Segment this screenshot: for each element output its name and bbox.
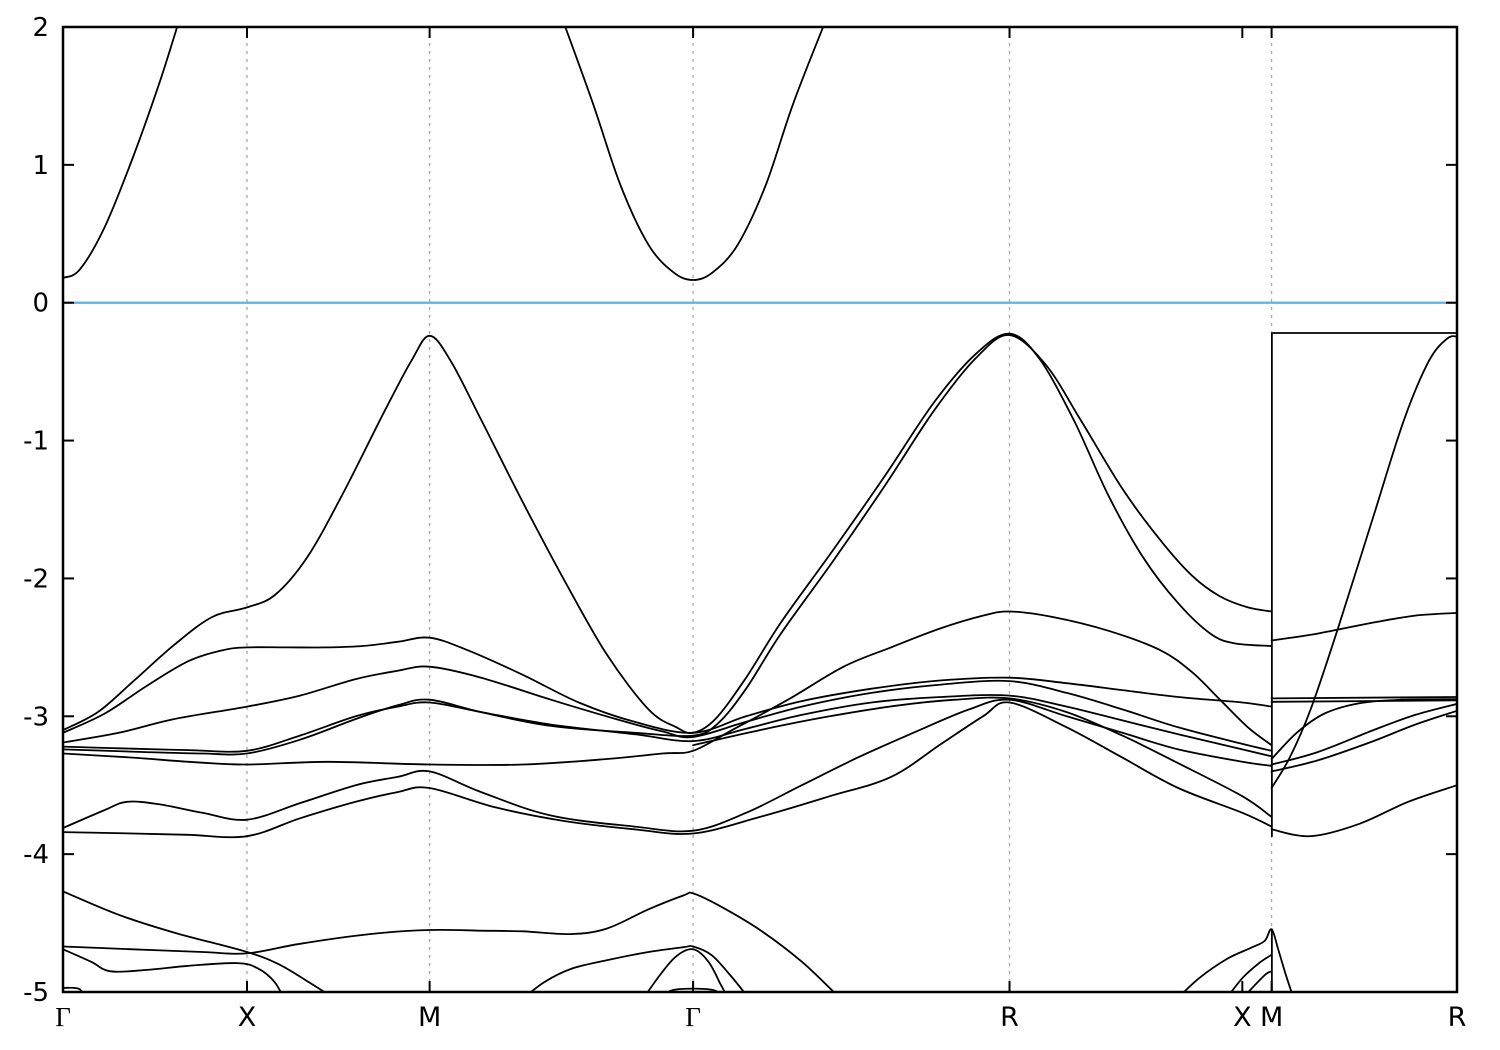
band-curve-valence-5 <box>63 694 1273 758</box>
band-curve-valence-6 <box>692 696 1273 818</box>
plot-border <box>61 25 1459 994</box>
band-curve-valence-3 <box>63 636 1273 734</box>
band-curve-valence-7-hump <box>63 610 1273 766</box>
y-tick-label: -4 <box>23 840 49 870</box>
y-tick-label: -3 <box>23 702 49 732</box>
band-curve-valence-9 <box>63 701 1273 839</box>
y-tick-label: 1 <box>32 151 49 181</box>
x-tick-label: M <box>1260 1002 1283 1033</box>
band-curve-mr-join <box>1270 698 1457 760</box>
band-curve-mr-low <box>1270 784 1457 838</box>
band-curve-valence-8 <box>63 698 1273 833</box>
y-tick-label: -5 <box>23 978 49 1008</box>
band-curve-valence-1 <box>63 332 1273 735</box>
band-curve-mr-flat-mid-b <box>1270 699 1457 703</box>
band-curve-deep-7a <box>1182 928 1293 992</box>
x-tick-label: Γ <box>55 1002 71 1032</box>
band-curve-conduction-gamma1 <box>63 27 179 279</box>
band-curve-deep-7b <box>1230 953 1273 992</box>
band-curve-conduction-gamma2 <box>564 27 825 281</box>
y-tick-label: 2 <box>32 13 49 43</box>
x-tick-label: M <box>418 1002 441 1033</box>
band-curves <box>63 27 1457 992</box>
y-tick-label: -2 <box>23 564 49 594</box>
band-curve-mr-upper <box>1270 612 1457 642</box>
band-curve-deep-4-stub <box>63 986 84 992</box>
band-curve-deep-7c <box>1247 970 1273 992</box>
band-curve-mr-flat-mid-a <box>1270 696 1457 700</box>
band-curve-deep-5a <box>529 945 746 992</box>
band-curve-valence-2 <box>63 334 1273 756</box>
x-tick-label: X <box>1233 1002 1252 1033</box>
x-tick-label: R <box>1448 1002 1467 1033</box>
y-tick-label: 0 <box>32 289 49 319</box>
band-curve-deep-5b <box>646 948 726 992</box>
band-curve-deep-1 <box>63 890 327 992</box>
y-tick-label: -1 <box>23 427 49 457</box>
x-tick-label: Γ <box>685 1002 701 1032</box>
x-tick-label: X <box>238 1002 257 1033</box>
band-curve-mr-pair-b <box>1270 709 1457 773</box>
x-tick-label: R <box>1000 1002 1019 1033</box>
band-curve-mr-riser <box>1270 335 1457 789</box>
band-curve-mr-pair-a <box>1270 703 1457 766</box>
band-curve-deep-2 <box>63 891 836 992</box>
band-curve-valence-4 <box>63 665 1273 752</box>
band-curve-deep-3 <box>63 948 282 992</box>
